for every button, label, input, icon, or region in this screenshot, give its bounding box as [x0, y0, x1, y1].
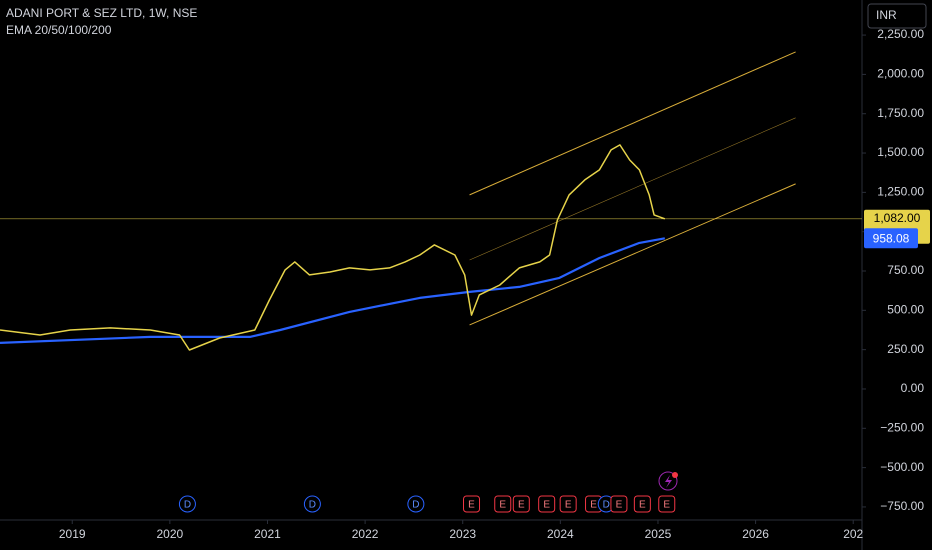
event-label: D [309, 500, 316, 511]
x-tick-label: 2021 [254, 527, 281, 541]
y-tick-label: 0.00 [901, 381, 925, 395]
channel-middle [469, 117, 796, 261]
event-badge [610, 495, 628, 513]
event-label: D [184, 500, 191, 511]
channel-upper [469, 51, 796, 196]
y-tick-label: 500.00 [887, 303, 924, 317]
ema-badge [864, 228, 918, 249]
x-tick-label: 2025 [645, 527, 672, 541]
event-label: E [590, 500, 597, 511]
channel-lower [469, 183, 796, 326]
y-tick-label: 750.00 [887, 263, 924, 277]
x-tick-label: 2023 [449, 527, 476, 541]
y-tick-label: 1,500.00 [877, 145, 924, 159]
price-line [0, 144, 666, 351]
y-tick-label: −250.00 [880, 420, 924, 434]
event-badge [512, 495, 530, 513]
event-label: E [468, 500, 475, 511]
y-tick-label: 250.00 [887, 342, 924, 356]
event-badge [559, 495, 577, 513]
y-tick-label: 1,250.00 [877, 185, 924, 199]
event-badge [658, 495, 676, 513]
event-badge [538, 495, 556, 513]
x-tick-label: 2024 [547, 527, 574, 541]
event-label: E [518, 500, 525, 511]
event-badge [178, 495, 196, 513]
last-price-label: 1,082.00 [874, 211, 921, 225]
ema-label: 958.08 [873, 231, 910, 245]
legend: EMA 20/50/100/200 [6, 23, 112, 37]
x-tick-label: 2019 [59, 527, 86, 541]
alert-bolt [665, 475, 672, 488]
x-tick-label: 202 [843, 527, 863, 541]
currency-label: INR [876, 8, 897, 22]
x-tick-label: 2026 [742, 527, 769, 541]
x-tick-label: 2022 [352, 527, 379, 541]
event-badge [494, 495, 512, 513]
y-tick-label: −500.00 [880, 460, 924, 474]
y-tick-label: −750.00 [880, 499, 924, 513]
event-badge [303, 495, 321, 513]
event-label: E [499, 500, 506, 511]
event-label: E [616, 500, 623, 511]
y-tick-label: 2,250.00 [877, 27, 924, 41]
event-badge [633, 495, 651, 513]
x-tick-label: 2020 [157, 527, 184, 541]
event-label: E [543, 500, 550, 511]
event-label: D [412, 500, 419, 511]
event-label: E [663, 500, 670, 511]
event-label: E [565, 500, 572, 511]
event-label: E [639, 500, 646, 511]
event-label: D [603, 500, 610, 511]
alert-icon [658, 471, 678, 491]
currency-box [867, 3, 927, 29]
alert-dot [672, 472, 678, 478]
event-badge [407, 495, 425, 513]
y-tick-label: 2,000.00 [877, 67, 924, 81]
ema-line [0, 237, 665, 344]
chart-title: ADANI PORT & SEZ LTD, 1W, NSE [6, 6, 197, 20]
y-tick-label: 1,750.00 [877, 106, 924, 120]
event-badge [463, 495, 481, 513]
